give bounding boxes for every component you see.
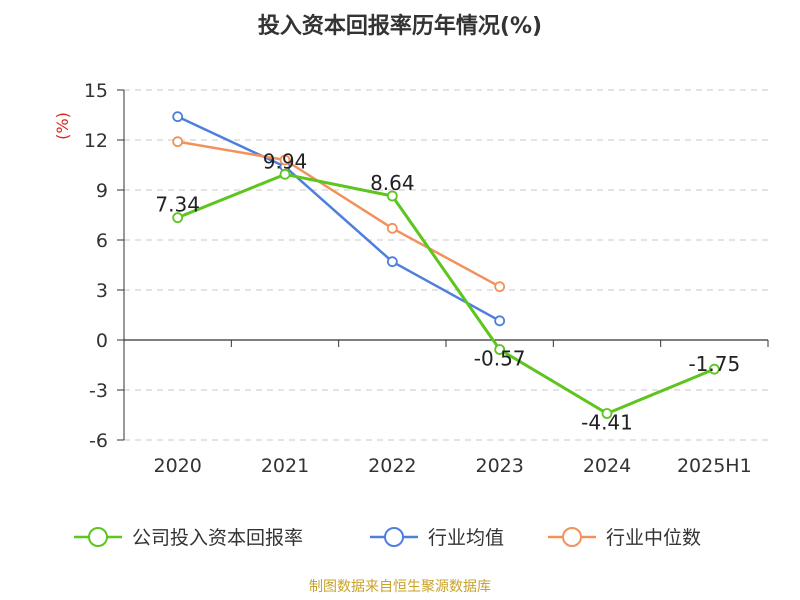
legend-marker [562,527,582,547]
data-point [279,154,291,166]
data-point [172,212,184,224]
y-tick-label: -3 [89,380,108,402]
legend-label: 行业均值 [428,527,504,549]
legend-marker [88,527,108,547]
y-tick-label: 12 [84,130,108,152]
legend-label: 公司投入资本回报率 [132,527,303,549]
y-tick-label: 9 [96,180,108,202]
data-label: -4.41 [581,411,633,435]
x-tick-label: 2025H1 [677,455,752,477]
legend: 公司投入资本回报率 行业均值 行业中位数 [74,527,701,549]
data-point [172,111,184,123]
y-tick-label: 15 [84,80,108,102]
data-point [601,408,613,419]
x-tick-label: 2020 [153,455,201,477]
series-line [177,140,501,288]
y-tick-label: -6 [89,430,108,452]
data-label: -0.57 [474,347,526,371]
y-tick-label: 6 [96,230,108,252]
legend-label: 行业中位数 [606,527,701,549]
y-axis-label: (%) [53,112,72,140]
data-point [494,281,506,293]
axes: 15 12 9 6 3 0 -3 -6 (%) 2020 2021 2022 2023 2024 2025H… [53,80,769,477]
series-line [177,115,501,322]
chart-title: 投入资本回报率历年情况(%) [257,14,543,39]
x-tick-label: 2021 [261,455,309,477]
legend-marker [384,527,404,547]
data-point [386,256,398,268]
data-point [708,363,720,375]
y-tick-label: 3 [96,280,108,302]
data-label: 7.34 [155,193,200,217]
x-tick-label: 2024 [583,455,631,477]
x-tick-label: 2022 [368,455,416,477]
source-note: 制图数据来自恒生聚源数据库 [309,579,491,595]
data-label: 9.94 [263,149,308,173]
data-label: 8.64 [370,171,415,195]
y-tick-label: 0 [96,330,108,352]
data-point [386,222,398,234]
data-label: -1.75 [688,352,740,376]
data-labels: 7.34 9.94 8.64 -0.57 -4.41 -1.75 [155,149,740,434]
data-point [494,315,506,327]
data-point [279,168,291,180]
series-line [177,172,715,415]
series-lines [172,111,720,419]
data-point [494,344,506,355]
data-point [386,190,398,202]
data-point [172,136,184,148]
x-tick-label: 2023 [475,455,523,477]
